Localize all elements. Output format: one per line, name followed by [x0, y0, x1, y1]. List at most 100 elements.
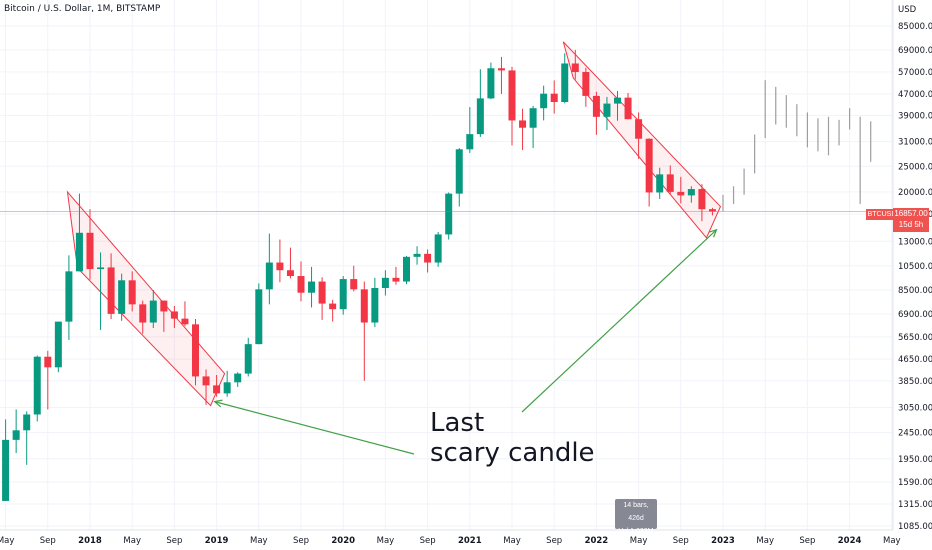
candle [213, 374, 221, 397]
candle-body [508, 70, 516, 121]
x-tick-label: 2018 [78, 536, 102, 546]
candle [286, 247, 294, 279]
y-tick-label: 69000.00 [898, 46, 932, 56]
y-tick-label: 3050.00 [898, 404, 932, 414]
x-tick-label: Sep [40, 536, 56, 546]
x-tick-label: May [250, 536, 268, 546]
candle [308, 266, 316, 308]
y-tick-label: 25000.00 [898, 162, 932, 172]
candle-body [192, 324, 199, 377]
candle-body [160, 300, 168, 312]
candle [635, 112, 643, 159]
current-price-value: 16857.00 [894, 209, 928, 218]
candle-body [529, 108, 537, 128]
candle-body [308, 281, 316, 293]
y-tick-label: 1950.00 [898, 455, 932, 465]
candle [666, 165, 674, 195]
candle [86, 209, 94, 280]
x-tick-label: 2024 [838, 536, 862, 546]
candle-body [318, 281, 326, 304]
candle [603, 96, 611, 131]
candle-body [455, 149, 463, 194]
candle-body [223, 382, 231, 394]
candle-body [213, 385, 221, 394]
arrow-line [214, 401, 415, 455]
candle [687, 186, 695, 203]
projection-bars [722, 80, 872, 212]
candle [23, 411, 31, 465]
price-axis[interactable]: 85000.00 69000.00 57000.00 47000.00 39000.00… [898, 22, 932, 532]
candle-body [202, 376, 210, 386]
candle-body [276, 262, 284, 271]
x-tick-label: Sep [673, 536, 689, 546]
candle-body [698, 189, 706, 210]
candle-body [424, 253, 432, 263]
candle-body [97, 267, 105, 270]
candle-body [181, 318, 189, 325]
y-tick-label: 31000.00 [898, 138, 932, 148]
candle [403, 255, 410, 285]
candle-body [65, 271, 73, 322]
candle-body [44, 356, 52, 368]
candle [128, 271, 136, 312]
candle [2, 419, 10, 501]
x-tick-label: Sep [420, 536, 436, 546]
candle-body [487, 68, 495, 99]
candle [645, 138, 653, 207]
y-tick-label: 13000.00 [898, 237, 932, 247]
candle [265, 233, 273, 305]
chart-title: Bitcoin / U.S. Dollar, 1M, BITSTAMP [4, 4, 161, 14]
candle-body [445, 193, 453, 235]
candle-body [33, 356, 41, 415]
y-tick-label: 3850.00 [898, 377, 932, 387]
range-info-box: 14 bars, 426d Vol 1.033M [615, 499, 657, 535]
candle [561, 53, 569, 104]
candle-body [128, 280, 136, 305]
candle [329, 299, 337, 322]
candle [192, 318, 199, 386]
x-tick-label: May [123, 536, 141, 546]
candle [54, 321, 62, 373]
range-volume: Vol 1.033M [618, 528, 654, 535]
candle [582, 67, 590, 107]
channel-rectangle [66, 190, 226, 407]
candle [455, 148, 463, 207]
symbol-label: BTCUSD [866, 209, 898, 220]
x-tick-label: May [883, 536, 901, 546]
time-axis[interactable]: May Sep 2018 May Sep 2019 May Sep 2020 May Sep 2021… [0, 536, 901, 546]
candle [44, 350, 52, 410]
candle [202, 369, 210, 405]
candle-body [677, 191, 685, 196]
candle [497, 56, 505, 94]
y-tick-label: 4650.00 [898, 355, 932, 365]
x-tick-label: Sep [546, 536, 562, 546]
candle-body [466, 134, 474, 150]
y-tick-label: 1315.00 [898, 500, 932, 510]
candle [371, 277, 379, 328]
arrow-line [521, 229, 717, 413]
candle-body [571, 63, 579, 73]
candle [571, 49, 579, 80]
x-tick-label: Sep [799, 536, 815, 546]
candle-body [244, 344, 252, 374]
x-tick-label: 2020 [331, 536, 355, 546]
candle [297, 261, 305, 302]
y-tick-label: 8500.00 [898, 286, 932, 296]
candle [698, 184, 706, 222]
candle-body [86, 232, 94, 270]
candle [487, 62, 495, 100]
y-tick-label: 1085.00 [898, 522, 932, 532]
x-tick-label: May [756, 536, 774, 546]
candle [508, 66, 516, 146]
candle-body [519, 120, 527, 128]
candle [12, 409, 20, 454]
candle [244, 337, 252, 377]
candle [614, 91, 621, 121]
candle-body [645, 138, 653, 193]
candle [550, 80, 558, 114]
candle-body [476, 98, 484, 135]
y-tick-label: 1590.00 [898, 478, 932, 488]
candle [624, 92, 632, 120]
candle-body [708, 209, 716, 212]
